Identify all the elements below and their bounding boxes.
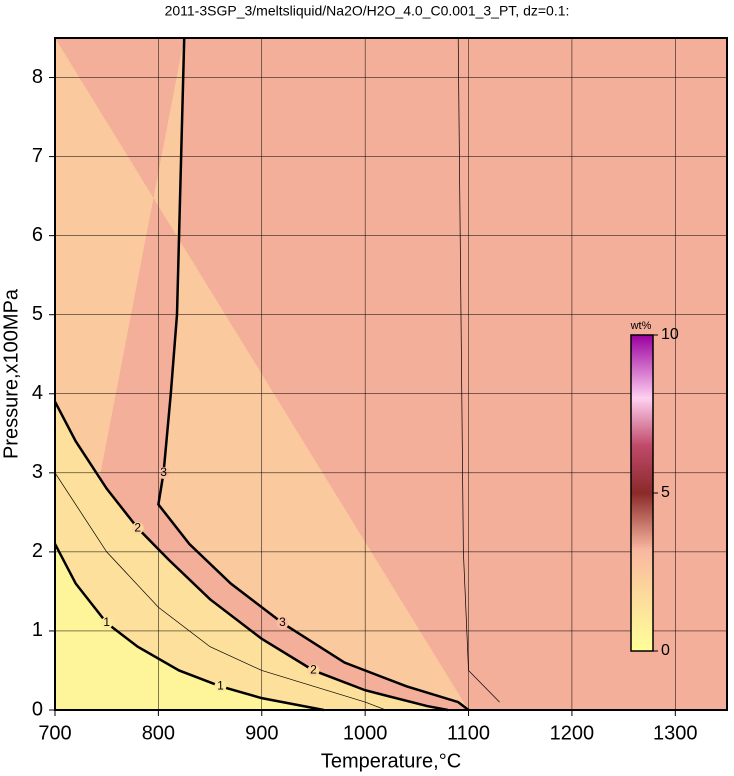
y-tick-label: 6 [32, 224, 43, 246]
contour-label-bg [307, 664, 320, 677]
y-tick-label: 2 [32, 540, 43, 562]
contour-fill [55, 401, 448, 710]
contour-label: 1 [217, 678, 224, 692]
contour-label: 3 [279, 615, 286, 629]
x-tick-label: 1000 [343, 722, 388, 744]
contour-label-bg [131, 522, 144, 535]
chart-title: 2011-3SGP_3/meltsliquid/Na2O/H2O_4.0_C0.… [165, 3, 570, 19]
x-tick-label: 1100 [447, 722, 490, 744]
y-tick-label: 7 [32, 145, 43, 167]
colorbar-tick-label: 5 [661, 484, 670, 501]
colorbar [630, 334, 654, 652]
x-tick-label: 800 [142, 722, 175, 744]
x-tick-label: 1300 [653, 722, 698, 744]
y-tick-label: 5 [32, 303, 43, 325]
x-tick-label: 700 [38, 722, 71, 744]
colorbar-tick-label: 10 [661, 326, 679, 343]
y-tick-label: 8 [32, 66, 43, 88]
colorbar-tick-label: 0 [661, 642, 670, 659]
contour-line [457, 37, 500, 703]
contour-label-bg [276, 617, 289, 630]
y-tick-label: 4 [32, 382, 43, 404]
x-axis-title: Temperature,°C [321, 750, 461, 772]
contour-label: 3 [160, 465, 167, 479]
x-tick-label: 900 [245, 722, 278, 744]
y-axis-title: Pressure,x100MPa [0, 288, 22, 459]
contour-label-bg [214, 680, 227, 693]
contour-label-bg [100, 617, 113, 630]
plot-frame [54, 37, 728, 711]
contour-label: 2 [310, 663, 317, 677]
y-tick-label: 0 [32, 698, 43, 720]
y-tick-label: 1 [32, 619, 43, 641]
contour-label: 1 [103, 615, 110, 629]
contour-label: 2 [134, 520, 141, 534]
contour-fill [55, 543, 324, 710]
x-tick-label: 1200 [550, 722, 595, 744]
y-tick-label: 3 [32, 461, 43, 483]
colorbar-title: wt% [630, 320, 652, 332]
